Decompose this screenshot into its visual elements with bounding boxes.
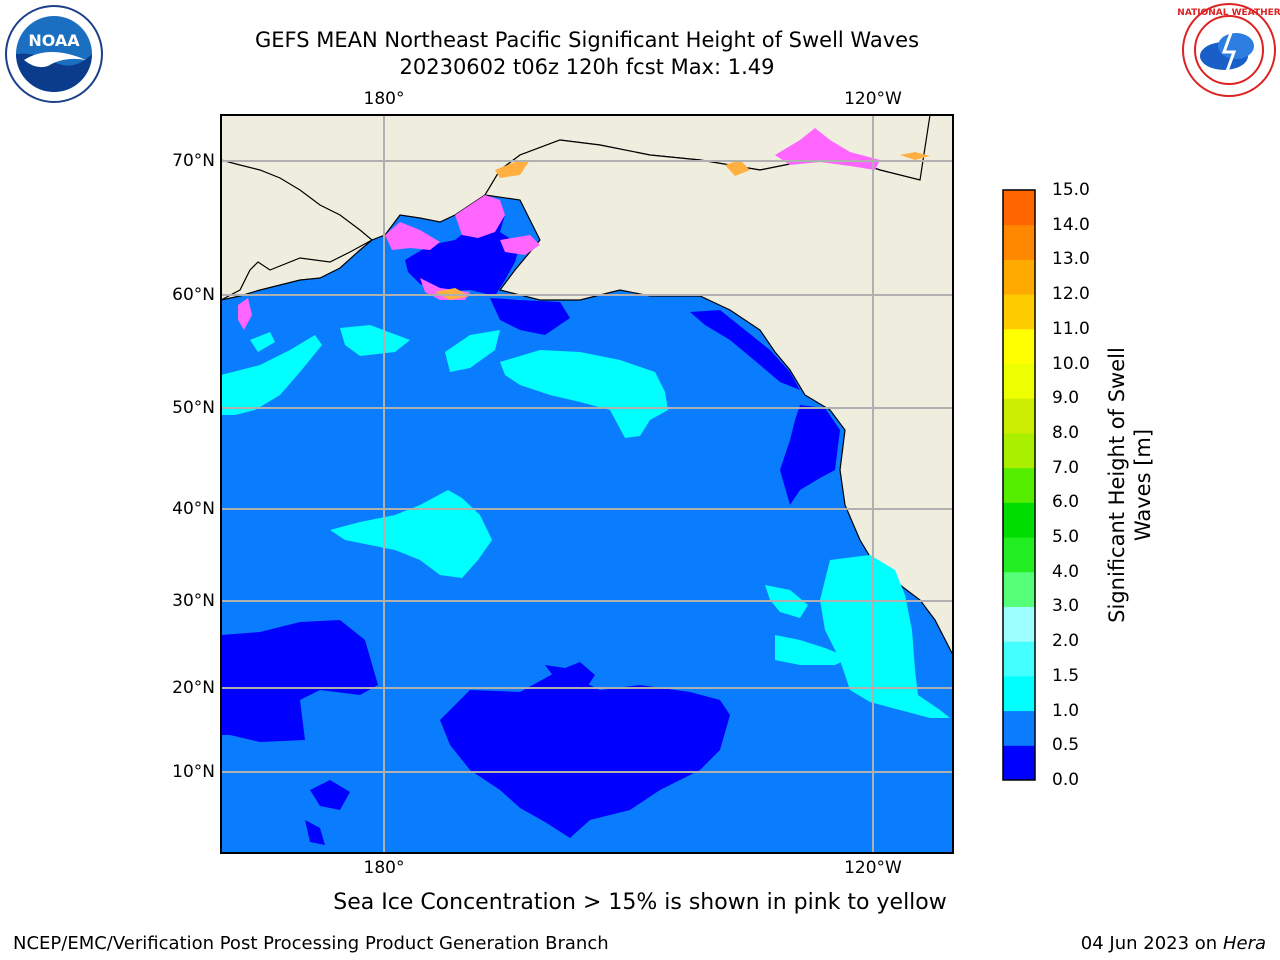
lat-label-40n: 40°N bbox=[172, 499, 215, 519]
colorbar-bin-1 bbox=[1003, 710, 1035, 746]
swell-low-central bbox=[440, 670, 730, 838]
top-lon-label-120w: 120°W bbox=[844, 89, 902, 109]
lat-label-30n: 30°N bbox=[172, 591, 215, 611]
land-siberia bbox=[221, 115, 374, 301]
swell-mid-calif-c bbox=[820, 555, 950, 718]
map-frame bbox=[220, 114, 954, 854]
swell-mid-aleutian-west bbox=[221, 335, 322, 415]
colorbar-tick-label: 9.0 bbox=[1052, 388, 1080, 409]
footer-date-text: 04 Jun 2023 on bbox=[1080, 933, 1218, 954]
swell-low-west bbox=[221, 620, 378, 742]
bottom-lon-label-120w: 120°W bbox=[844, 858, 902, 878]
swell-mid-bering-south bbox=[340, 325, 410, 356]
colorbar-tick-label: 3.0 bbox=[1052, 596, 1080, 617]
swell-mid-central bbox=[330, 490, 492, 578]
swell-low-small1 bbox=[310, 780, 350, 810]
land-alaska-canada bbox=[484, 115, 953, 656]
colorbar-bin-8 bbox=[1003, 467, 1035, 503]
swell-low-alaska-panhandle bbox=[690, 310, 800, 390]
sea-ice-orange-b bbox=[725, 160, 750, 176]
colorbar-bin-15 bbox=[1003, 224, 1035, 260]
colorbar-bin-4 bbox=[1003, 606, 1035, 642]
colorbar-bin-14 bbox=[1003, 259, 1035, 295]
swell-low-bristol bbox=[490, 298, 570, 335]
colorbar-bin-11 bbox=[1003, 363, 1035, 399]
lat-label-60n: 60°N bbox=[172, 285, 215, 305]
colorbar-bin-16 bbox=[1003, 190, 1035, 226]
lat-label-20n: 20°N bbox=[172, 678, 215, 698]
colorbar-frame bbox=[1002, 189, 1036, 781]
sea-ice-bering-c bbox=[500, 235, 540, 255]
colorbar bbox=[1002, 189, 1036, 781]
colorbar-tick-label: 6.0 bbox=[1052, 492, 1080, 513]
top-lon-label-180: 180° bbox=[363, 89, 405, 109]
chart-title: GEFS MEAN Northeast Pacific Significant … bbox=[254, 28, 920, 52]
colorbar-bin-2 bbox=[1003, 675, 1035, 712]
chart-subtitle: 20230602 t06z 120h fcst Max: 1.49 bbox=[399, 55, 775, 79]
swell-mid-small-a bbox=[250, 332, 275, 352]
lat-label-10n: 10°N bbox=[172, 762, 215, 782]
swell-low-hawaii bbox=[545, 662, 595, 690]
colorbar-tick-label: 15.0 bbox=[1052, 180, 1090, 200]
colorbar-tick-label: 5.0 bbox=[1052, 527, 1080, 548]
colorbar-tick-label: 4.0 bbox=[1052, 561, 1080, 582]
sea-ice-siberia-coast bbox=[238, 298, 252, 330]
svg-text:NOAA: NOAA bbox=[28, 31, 80, 50]
colorbar-tick-label: 0.5 bbox=[1052, 735, 1080, 756]
colorbar-bin-12 bbox=[1003, 328, 1035, 365]
sea-ice-chukchi bbox=[455, 195, 505, 238]
footer-machine: Hera bbox=[1222, 933, 1266, 954]
colorbar-bin-9 bbox=[1003, 432, 1035, 469]
sea-ice-bering-a bbox=[385, 222, 440, 250]
lat-label-70n: 70°N bbox=[172, 151, 215, 171]
footer-branch: NCEP/EMC/Verification Post Processing Pr… bbox=[13, 933, 609, 954]
colorbar-tick-label: 12.0 bbox=[1052, 284, 1090, 305]
colorbar-bin-7 bbox=[1003, 502, 1035, 538]
colorbar-bin-6 bbox=[1003, 537, 1035, 573]
colorbar-bin-5 bbox=[1003, 571, 1035, 607]
sea-ice-orange-a bbox=[495, 160, 530, 178]
footer-date: 04 Jun 2023 on Hera bbox=[1081, 933, 1266, 954]
sea-ice-orange-c bbox=[900, 152, 930, 160]
swell-low-pnw bbox=[780, 405, 840, 505]
colorbar-tick-label: 11.0 bbox=[1052, 318, 1090, 339]
colorbar-tick-label: 7.0 bbox=[1052, 457, 1080, 478]
swell-mid-calif-b bbox=[775, 635, 850, 665]
colorbar-tick-label: 0.0 bbox=[1052, 770, 1080, 790]
swell-low-small2 bbox=[305, 820, 325, 845]
svg-text:NATIONAL WEATHER: NATIONAL WEATHER bbox=[1178, 8, 1280, 18]
nws-logo: NATIONAL WEATHER bbox=[1177, 0, 1280, 100]
map-gridlines bbox=[221, 115, 953, 853]
sea-ice-note: Sea Ice Concentration > 15% is shown in … bbox=[333, 890, 947, 915]
colorbar-tick-label: 14.0 bbox=[1052, 214, 1090, 235]
colorbar-tick-label: 2.0 bbox=[1052, 631, 1080, 652]
colorbar-tick-label: 10.0 bbox=[1052, 353, 1090, 374]
colorbar-bin-13 bbox=[1003, 294, 1035, 330]
sea-ice-arctic-canada bbox=[775, 128, 880, 170]
swell-mid-gulf-a bbox=[445, 330, 500, 372]
colorbar-tick-label: 8.0 bbox=[1052, 422, 1080, 443]
colorbar-bin-10 bbox=[1003, 398, 1035, 434]
colorbar-tick-label: 1.5 bbox=[1052, 665, 1080, 686]
colorbar-tick-label: 1.0 bbox=[1052, 700, 1080, 721]
lat-label-50n: 50°N bbox=[172, 398, 215, 418]
colorbar-bin-3 bbox=[1003, 641, 1035, 677]
colorbar-tick-label: 13.0 bbox=[1052, 249, 1090, 270]
colorbar-label: Significant Height of Swell Waves [m] bbox=[1105, 347, 1155, 623]
bottom-lon-label-180: 180° bbox=[363, 858, 405, 878]
colorbar-bin-0 bbox=[1003, 745, 1035, 781]
noaa-logo: NOAA bbox=[4, 4, 104, 104]
swell-mid-gulf-b bbox=[500, 350, 668, 438]
